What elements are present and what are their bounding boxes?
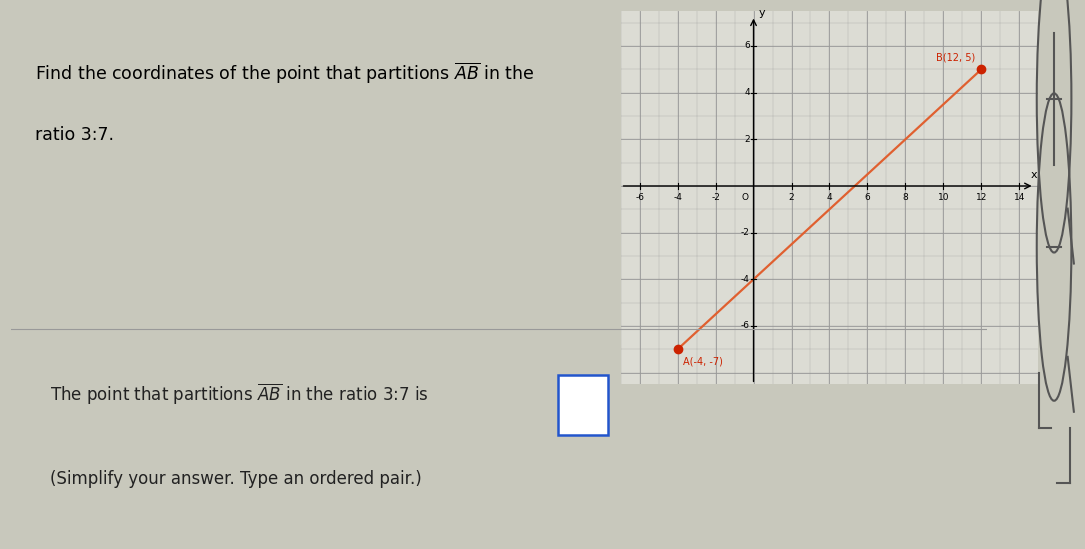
- Text: A(-4, -7): A(-4, -7): [684, 356, 724, 366]
- Text: O: O: [742, 193, 749, 202]
- FancyBboxPatch shape: [558, 375, 609, 435]
- Text: 6: 6: [865, 193, 870, 202]
- Text: B(12, 5): B(12, 5): [936, 52, 975, 63]
- Text: 6: 6: [744, 42, 750, 51]
- Text: 4: 4: [744, 88, 750, 97]
- Text: 14: 14: [1013, 193, 1025, 202]
- Text: x: x: [1031, 170, 1037, 180]
- Text: -6: -6: [741, 322, 750, 330]
- Text: -2: -2: [741, 228, 750, 237]
- Text: -2: -2: [711, 193, 720, 202]
- Text: 12: 12: [975, 193, 987, 202]
- Text: 2: 2: [789, 193, 794, 202]
- Text: 2: 2: [744, 135, 750, 144]
- Text: -4: -4: [673, 193, 682, 202]
- Text: Find the coordinates of the point that partitions $\overline{AB}$ in the: Find the coordinates of the point that p…: [35, 60, 535, 86]
- Text: 8: 8: [903, 193, 908, 202]
- Text: 10: 10: [937, 193, 949, 202]
- Text: 4: 4: [827, 193, 832, 202]
- Text: ratio 3:7.: ratio 3:7.: [35, 126, 114, 144]
- Text: -6: -6: [635, 193, 644, 202]
- Text: y: y: [758, 8, 765, 18]
- Text: The point that partitions $\overline{AB}$ in the ratio 3:7 is: The point that partitions $\overline{AB}…: [50, 382, 429, 407]
- Text: (Simplify your answer. Type an ordered pair.): (Simplify your answer. Type an ordered p…: [50, 470, 422, 488]
- Text: -4: -4: [741, 275, 750, 284]
